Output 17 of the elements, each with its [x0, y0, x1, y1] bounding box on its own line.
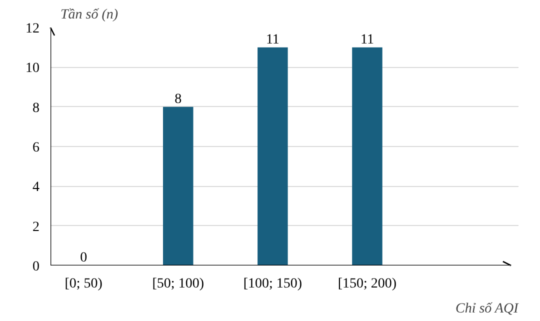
x-tick-label: [0; 50): [64, 276, 103, 292]
y-axis-title: Tần số (n): [60, 8, 118, 22]
data-label: 0: [80, 250, 88, 266]
x-tick-label: [100; 150): [243, 276, 302, 292]
x-tick-label: [150; 200): [338, 276, 397, 292]
y-tick-label: 6: [32, 140, 40, 156]
data-label: 11: [360, 32, 374, 48]
y-tick-label: 8: [32, 100, 40, 116]
y-tick-label: 0: [32, 260, 40, 274]
data-label: 8: [174, 92, 182, 107]
y-tick-label: 10: [26, 61, 40, 76]
y-tick-label: 12: [26, 22, 40, 36]
x-axis-title: Chỉ số AQI: [456, 302, 520, 316]
y-tick-label: 4: [32, 180, 40, 196]
y-tick-label: 2: [32, 220, 40, 235]
x-tick-label: [50; 100): [152, 276, 204, 292]
data-label: 11: [266, 32, 280, 48]
